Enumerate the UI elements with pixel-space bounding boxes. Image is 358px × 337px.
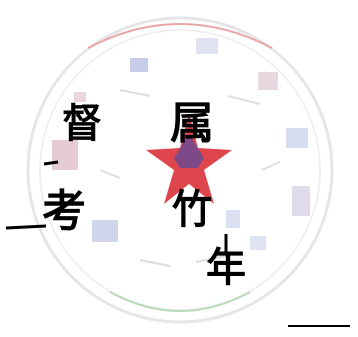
seal-top-arc xyxy=(88,24,272,48)
signature-stroke-mid xyxy=(44,162,58,164)
seal-bottom-arc xyxy=(110,292,250,311)
signature-char-3: 考 xyxy=(42,190,86,234)
signature-char-1: 督 xyxy=(62,104,102,144)
signature-char-2: 属 xyxy=(170,102,214,146)
signature-char-5: 年 xyxy=(206,248,246,288)
signature-char-4: 竹 xyxy=(172,190,212,230)
signature-stroke-left xyxy=(6,226,46,228)
